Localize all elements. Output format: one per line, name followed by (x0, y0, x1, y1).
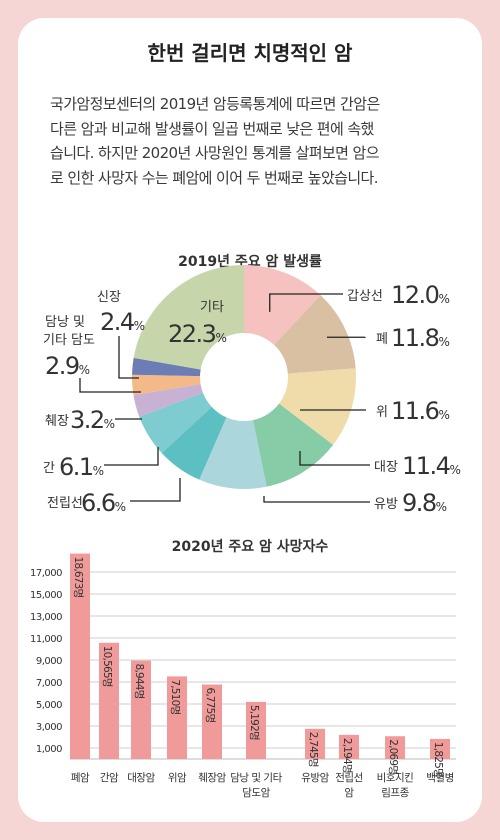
donut-slice (199, 417, 267, 489)
slice-value: 2.9% (45, 352, 90, 380)
x-category-label: 대장암 (127, 772, 155, 784)
donut-slice (139, 392, 212, 453)
slice-label: 기타 (200, 300, 224, 315)
bar-value-label: 2,745명 (307, 732, 319, 767)
donut-slice (132, 357, 201, 377)
bar (430, 738, 450, 759)
x-category-label: 췌장암 (198, 772, 226, 784)
intro-line: 다른 암과 비교해 발생률이 일곱 번째로 낮은 편에 속했 (50, 119, 374, 138)
donut-slice (133, 384, 203, 417)
slice-value: 12.0% (391, 281, 450, 309)
bar-value-label: 5,192명 (248, 705, 260, 740)
slice-value: 11.6% (391, 397, 450, 425)
bar-value-label: 1,825명 (432, 742, 444, 777)
intro-line: 국가암정보센터의 2019년 암등록통계에 따르면 간암은 (50, 95, 380, 113)
bar-value-label: 10,565명 (101, 646, 113, 687)
x-category-label: 유방암 (301, 772, 329, 784)
bar-value-label: 18,673명 (72, 557, 84, 598)
x-category-label: 간암 (100, 772, 119, 784)
bar (131, 660, 151, 759)
bar (167, 676, 187, 759)
leader-line (269, 293, 343, 312)
bar (70, 553, 90, 759)
slice-value: 3.2% (70, 406, 115, 434)
y-tick-label: 1,000 (36, 744, 62, 755)
leader-line (104, 447, 159, 466)
donut-slice (274, 295, 356, 374)
slice-value: 11.4% (402, 452, 461, 480)
leader-line (299, 451, 370, 466)
x-category-label: 폐암 (71, 772, 90, 784)
donut-slice (133, 265, 244, 370)
bar (339, 734, 359, 759)
content-card (18, 18, 482, 822)
donut-chart-title: 2019년 주요 암 발생률 (178, 254, 322, 270)
y-tick-label: 17,000 (30, 568, 62, 579)
slice-label: 위 (376, 405, 388, 420)
donut-slice (244, 265, 321, 345)
donut-slice (278, 368, 356, 445)
slice-label: 대장 (374, 460, 398, 475)
bar-value-label: 7,510명 (169, 679, 181, 714)
y-tick-label: 3,000 (36, 722, 62, 733)
x-category-label: 위암 (168, 771, 187, 784)
slice-value: 6.1% (59, 453, 104, 481)
y-tick-label: 5,000 (36, 700, 62, 711)
x-category-label: 담낭 및 기타 담도암 (230, 772, 282, 799)
y-tick-label: 11,000 (30, 634, 62, 645)
bar-chart-title: 2020년 주요 암 사망자수 (171, 539, 329, 555)
slice-label: 간 (43, 461, 55, 476)
slice-label: 유방 (374, 497, 398, 512)
page-title: 한번 걸리면 치명적인 암 (147, 41, 353, 65)
slice-label: 기타 담도 (43, 333, 95, 348)
slice-value: 22.3% (168, 320, 227, 348)
bar (246, 701, 266, 759)
slice-label: 담낭 및 (45, 315, 85, 330)
slice-value: 11.8% (391, 324, 450, 352)
intro-paragraph: 국가암정보센터의 2019년 암등록통계에 따르면 간암은 다른 암과 비교해 … (50, 92, 460, 190)
bar (385, 736, 405, 759)
slice-value: 6.6% (81, 489, 126, 517)
bar (202, 684, 222, 759)
y-tick-label: 7,000 (36, 678, 62, 689)
bar-value-label: 6,775명 (204, 687, 216, 722)
slice-value: 9.8% (402, 489, 447, 517)
slice-label: 췌장 (45, 414, 69, 429)
slice-label: 폐 (376, 332, 388, 347)
bar-value-label: 8,944명 (133, 664, 145, 699)
leader-line (130, 478, 181, 502)
x-category-label: 비호지킨 림프종 (377, 772, 414, 799)
intro-line: 습니다. 하지만 2020년 사망원인 통계를 살펴보면 암으 (50, 144, 380, 162)
donut-slice (132, 374, 201, 396)
slice-value: 2.4% (100, 308, 145, 336)
intro-line: 로 인한 사망자 수는 폐암에 이어 두 번째로 높았습니다. (50, 168, 379, 187)
x-category-label: 전립선 암 (335, 771, 362, 799)
slice-label: 갑상선 (347, 289, 383, 304)
bar-value-label: 2,194명 (341, 738, 353, 773)
donut-slice (161, 406, 227, 480)
slice-label: 전립선 (47, 496, 83, 511)
leader-line (118, 336, 139, 379)
bar (305, 728, 325, 759)
slice-label: 신장 (97, 290, 121, 305)
x-category-label: 백혈병 (426, 771, 453, 784)
bar-value-label: 2,069명 (387, 739, 399, 774)
bar (99, 642, 119, 759)
y-tick-label: 13,000 (30, 612, 62, 623)
leader-line (79, 378, 141, 393)
donut-slice (252, 403, 334, 487)
leader-line (263, 496, 370, 503)
y-tick-label: 15,000 (30, 590, 62, 601)
y-tick-label: 9,000 (36, 656, 62, 667)
